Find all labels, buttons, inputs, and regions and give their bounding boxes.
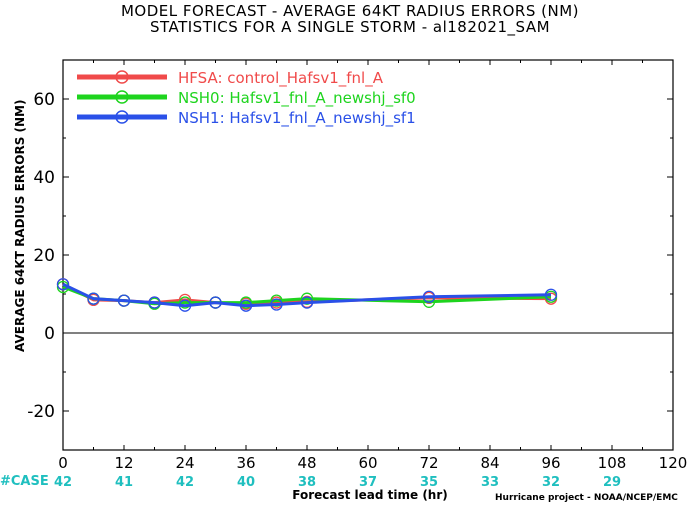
x-tick-label: 72 [419, 454, 438, 472]
legend-label-2: NSH1: Hafsv1_fnl_A_newshj_sf1 [178, 109, 416, 128]
legend-label-0: HFSA: control_Hafsv1_fnl_A [178, 69, 384, 88]
case-count: 41 [115, 475, 133, 490]
x-tick-label: 60 [358, 454, 377, 472]
series-point-2 [209, 296, 222, 309]
case-count: 35 [420, 475, 438, 490]
series-point-1 [178, 296, 192, 309]
legend-marker-0 [115, 70, 129, 84]
x-tick-label: 48 [297, 454, 316, 472]
case-count: 40 [237, 475, 255, 490]
y-tick-label: 40 [33, 168, 55, 188]
series-point-2 [270, 298, 283, 311]
x-tick-label: 120 [659, 454, 688, 472]
series-point-2 [148, 296, 161, 309]
y-tick-label: -20 [27, 402, 55, 422]
legend-marker-1 [115, 90, 129, 104]
x-axis-label: Forecast lead time (hr) [292, 488, 448, 502]
credit-text: Hurricane project - NOAA/NCEP/EMC [495, 493, 678, 503]
series-point-2 [56, 278, 70, 291]
series-point-2 [300, 296, 314, 309]
series-line-2 [62, 282, 552, 308]
x-tick-label: 84 [480, 454, 499, 472]
case-count: 29 [603, 475, 621, 490]
chart-subtitle: STATISTICS FOR A SINGLE STORM - al182021… [149, 18, 551, 36]
legend-label-1: NSH0: Hafsv1_fnl_A_newshj_sf0 [178, 89, 416, 108]
series-point-2 [117, 294, 131, 307]
series-point-2 [544, 288, 558, 301]
series-point-2 [422, 290, 436, 303]
y-tick-label: 0 [44, 324, 55, 344]
series-point-1 [239, 296, 253, 309]
case-count: 37 [359, 475, 377, 490]
x-tick-label: 108 [598, 454, 627, 472]
series-point-2 [178, 299, 192, 312]
y-axis-label: AVERAGE 64KT RADIUS ERRORS (NM) [13, 99, 27, 352]
case-count: 32 [542, 475, 560, 490]
case-count: 38 [298, 475, 316, 490]
series-point-1 [300, 292, 314, 305]
case-count: 42 [176, 475, 194, 490]
x-tick-label: 24 [175, 454, 194, 472]
x-tick-label: 96 [541, 454, 560, 472]
series-point-2 [87, 292, 100, 305]
x-tick-label: 36 [236, 454, 255, 472]
y-tick-label: 60 [33, 90, 55, 110]
x-tick-label: 12 [114, 454, 133, 472]
series-point-2 [239, 299, 253, 312]
case-count: 42 [54, 475, 72, 490]
legend-marker-2 [115, 110, 129, 124]
case-count: 33 [481, 475, 499, 490]
chart-title: MODEL FORECAST - AVERAGE 64KT RADIUS ERR… [120, 2, 580, 20]
case-count-label: #CASE [0, 474, 49, 489]
y-tick-label: 20 [33, 246, 55, 266]
series-point-1 [270, 294, 283, 307]
x-tick-label: 0 [58, 454, 68, 472]
